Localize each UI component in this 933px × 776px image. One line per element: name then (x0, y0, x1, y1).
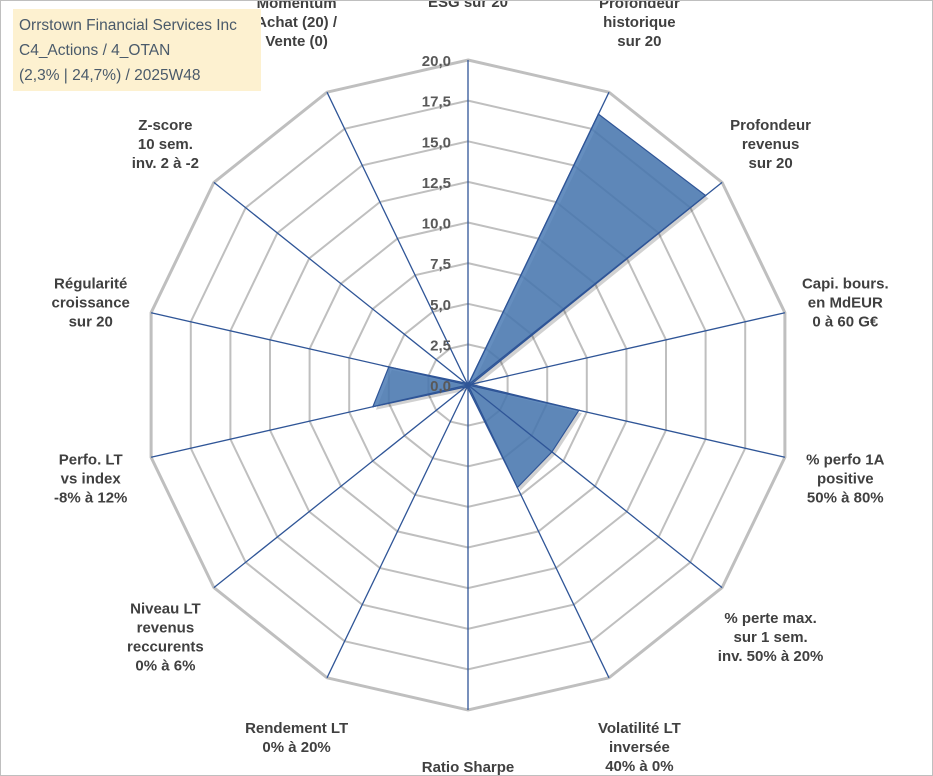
axis-label-line: Niveau LT (130, 600, 201, 617)
series-layer (371, 113, 709, 491)
tick-label: 12,5 (422, 175, 451, 192)
axis-label: Momentum Achat (20) / Vente (0) (256, 1, 338, 50)
axis-label-line: positive (817, 470, 874, 487)
axis-label-line: en MdEUR (808, 295, 883, 312)
axis-label-line: 0% à 20% (262, 739, 330, 756)
axis-spoke (150, 312, 469, 386)
axis-spoke (467, 312, 786, 386)
axis-label-line: 0 à 60 G€ (812, 314, 879, 331)
axis-label-line: Momentum (257, 1, 337, 12)
axis-label-line: sur 1 sem. (733, 629, 807, 646)
axis-label: Rendement LT 0% à 20% (245, 720, 348, 756)
axis-label-line: % perfo 1A (806, 451, 885, 468)
axis-label-line: sur 20 (617, 33, 661, 50)
axis-label-line: Achat (20) / (256, 14, 338, 31)
axis-label-line: revenus (137, 619, 195, 636)
info-box: Orrstown Financial Services Inc C4_Actio… (13, 9, 261, 91)
series-area (371, 113, 707, 489)
axis-spoke (326, 384, 469, 679)
axis-label-line: Régularité (54, 276, 127, 293)
axis-spoke (150, 384, 469, 458)
period-line: (2,3% | 24,7%) / 2025W48 (19, 67, 201, 84)
axis-label-line: inv. 2 à -2 (132, 155, 199, 172)
axis-label: Volatilité LT inversée 40% à 0% (598, 720, 681, 775)
axis-label-line: croissance (52, 295, 130, 312)
axis-label-line: % perte max. (724, 610, 817, 627)
axis-label-line: reccurents (127, 638, 204, 655)
axis-spoke (213, 384, 469, 589)
axis-label-line: inversée (609, 739, 670, 756)
tick-label: 10,0 (422, 216, 451, 233)
axis-spoke (213, 181, 469, 386)
axis-label-line: sur 20 (69, 314, 113, 331)
axis-label: % perfo 1A positive 50% à 80% (806, 451, 885, 506)
axis-label-line: ESG sur 20 (428, 1, 508, 11)
axis-spoke (326, 91, 469, 386)
axis-spoke (467, 181, 723, 386)
tick-label: 17,5 (422, 94, 451, 111)
axis-label-line: inv. 50% à 20% (718, 648, 824, 665)
axis-label-line: revenus (742, 136, 800, 153)
axis-label-line: Ratio Sharpe (422, 759, 515, 775)
axis-label-line: sur 20 (748, 155, 792, 172)
axis-label: Niveau LT revenus reccurents 0% à 6% (127, 600, 204, 674)
axis-label-line: -8% à 12% (54, 489, 127, 506)
tick-label: 0,0 (430, 378, 451, 395)
axis-spoke (467, 384, 723, 589)
axis-label: Ratio Sharpe0 à 1 (422, 759, 515, 775)
axis-label-line: Perfo. LT (59, 451, 123, 468)
axis-label: NoteESG sur 20 (428, 1, 508, 11)
axis-label: Profondeur revenus sur 20 (730, 117, 811, 172)
tick-label: 20,0 (422, 53, 451, 70)
company-name: Orrstown Financial Services Inc (19, 17, 237, 34)
axis-label: Z-score 10 sem. inv. 2 à -2 (132, 117, 199, 172)
axis-label-line: 50% à 80% (807, 489, 884, 506)
tick-label: 2,5 (430, 337, 451, 354)
axis-spoke (467, 91, 610, 386)
spoke-layer (150, 60, 786, 710)
tick-label: 5,0 (430, 297, 451, 314)
axis-label-line: Profondeur (599, 1, 680, 12)
axis-spoke (467, 384, 610, 679)
tick-label: 15,0 (422, 134, 451, 151)
axis-label-line: Rendement LT (245, 720, 348, 737)
axis-label: Capi. bours. en MdEUR 0 à 60 G€ (802, 276, 889, 331)
axis-label: Perfo. LT vs index -8% à 12% (54, 451, 127, 506)
axis-label: % perte max. sur 1 sem. inv. 50% à 20% (718, 610, 824, 665)
tick-layer: 0,0 2,5 5,0 7,5 10,0 12,5 15,0 17,5 20,0 (422, 53, 451, 395)
axis-label-line: Profondeur (730, 117, 811, 134)
label-layer: NoteESG sur 20 Profondeur historique sur 20… (52, 1, 889, 775)
axis-label-line: Volatilité LT (598, 720, 681, 737)
axis-label: Profondeur historique sur 20 (599, 1, 680, 50)
axis-label-line: 40% à 0% (605, 758, 673, 775)
axis-label-line: Z-score (138, 117, 192, 134)
axis-label-line: 10 sem. (138, 136, 193, 153)
category-line: C4_Actions / 4_OTAN (19, 42, 171, 59)
axis-spoke (467, 384, 786, 458)
axis-label-line: Capi. bours. (802, 276, 889, 293)
axis-label-line: 0% à 6% (135, 657, 195, 674)
axis-label-line: historique (603, 14, 676, 31)
axis-label-line: vs index (61, 470, 122, 487)
axis-label: Régularité croissance sur 20 (52, 276, 130, 331)
tick-label: 7,5 (430, 256, 451, 273)
axis-label-line: Vente (0) (265, 33, 328, 50)
